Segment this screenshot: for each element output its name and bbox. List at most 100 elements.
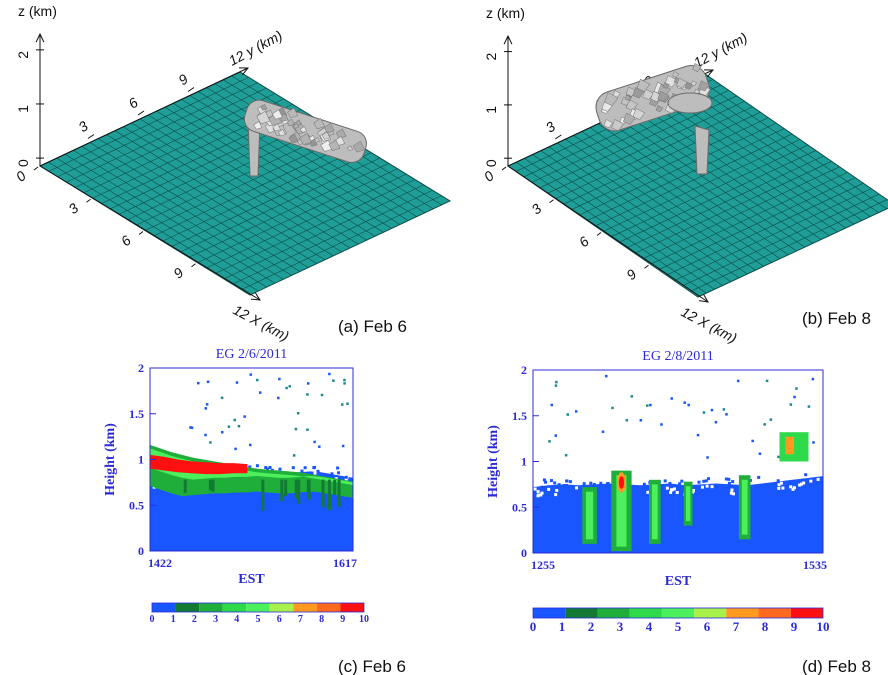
panel-c-radar-heatmap: EG 2/6/2011 0 0.5 1 1.5 2 1422 1617 EST Height (k…	[103, 347, 369, 625]
cloud-facet	[657, 90, 669, 102]
grid-line	[688, 81, 879, 213]
y-tick	[554, 134, 562, 140]
echo-speckle	[549, 479, 553, 483]
sparse-echo	[725, 413, 728, 416]
z-axis-head	[35, 32, 45, 43]
cloud-facet	[604, 92, 619, 106]
echo-speckle	[264, 466, 268, 470]
x-tick-label: 1255	[531, 558, 555, 572]
cloud-facet	[253, 121, 263, 130]
colorbar-swatch	[246, 603, 270, 612]
sparse-echo	[807, 405, 811, 408]
x-tick-label: 1535	[803, 558, 827, 572]
y-tick	[187, 87, 195, 92]
cloud-facet	[277, 128, 286, 137]
echo-speckle	[542, 478, 546, 482]
convective-column-inner	[651, 484, 658, 540]
echo-speckle	[704, 479, 708, 483]
colorbar-swatch	[533, 608, 566, 618]
caption-d: (d) Feb 8	[802, 657, 871, 675]
y-tick-label: 1	[138, 453, 144, 467]
z-axis-label: z (km)	[486, 5, 525, 21]
echo-speckle	[313, 471, 317, 475]
colorbar-tick-label: 1	[559, 619, 566, 634]
grid-line	[682, 193, 880, 287]
cloud-facet	[293, 123, 300, 129]
echo-speckle	[557, 483, 561, 487]
sparse-echo	[564, 453, 568, 457]
cloud-facet	[268, 112, 282, 126]
colorbar-swatch	[726, 608, 759, 618]
sparse-echo	[220, 396, 224, 400]
colorbar-swatch	[316, 603, 341, 612]
echo-speckle	[344, 477, 348, 481]
echo-speckle	[248, 465, 252, 469]
sparse-echo	[763, 423, 766, 426]
cloud-facet	[299, 126, 307, 133]
sparse-echo	[670, 397, 673, 400]
sparse-echo	[204, 407, 208, 410]
echo-speckle	[592, 482, 596, 486]
echo-speckle	[663, 479, 667, 483]
colorbar-tick-label: 10	[817, 619, 830, 634]
y-tick-label: 2	[138, 361, 144, 375]
echo-speckle	[547, 487, 551, 491]
cloud-facet	[272, 123, 281, 132]
colorbar-swatch	[152, 603, 176, 612]
y-tick-label: 0	[138, 544, 144, 558]
sparse-echo	[278, 377, 281, 381]
sparse-echo	[288, 385, 292, 388]
colorbar-tick-label: 1	[171, 614, 176, 625]
echo-speckle	[642, 482, 646, 486]
sparse-echo	[285, 386, 288, 390]
echo-speckle	[582, 482, 586, 486]
sparse-echo	[550, 403, 554, 407]
sparse-echo	[328, 372, 331, 376]
sparse-echo	[320, 393, 324, 397]
echo-speckle	[702, 479, 706, 483]
echo-speckle	[313, 465, 317, 469]
echo-speckle	[779, 481, 783, 485]
echo-speckle	[553, 481, 557, 485]
echo-speckle	[710, 485, 714, 489]
fall-streak	[261, 479, 265, 511]
z-axis-head	[503, 34, 513, 45]
sparse-echo	[811, 377, 815, 381]
colorbar-swatch	[597, 608, 630, 618]
echo-speckle	[544, 480, 548, 484]
fall-streak	[297, 479, 301, 504]
sparse-echo	[313, 440, 316, 444]
echo-speckle	[757, 475, 761, 479]
convective-column-inner	[616, 475, 627, 547]
echo-speckle	[303, 466, 307, 470]
sparse-echo	[220, 430, 224, 434]
x-tick-label: 3	[528, 200, 544, 217]
sparse-echo	[256, 378, 259, 382]
caption-a: (a) Feb 6	[338, 317, 407, 336]
sparse-echo	[346, 402, 349, 405]
elevated-cell-core	[785, 436, 794, 455]
cloud-facet	[632, 108, 646, 120]
fall-streak	[183, 479, 187, 493]
cloud-facet	[352, 140, 366, 153]
x-tick-label: 0	[13, 167, 29, 184]
x-axis	[39, 165, 261, 301]
x-tick-label: 6	[576, 233, 592, 250]
chart-title: EG 2/8/2011	[642, 349, 713, 364]
colorbar-tick-label: 5	[675, 619, 682, 634]
y-tick-label: 1.5	[512, 409, 527, 423]
grid-line	[241, 195, 442, 290]
sparse-echo	[574, 410, 578, 413]
echo-speckle	[540, 491, 544, 495]
sparse-echo	[751, 439, 754, 443]
echo-speckle	[804, 473, 808, 477]
y-axis-head	[238, 67, 250, 76]
sparse-echo	[237, 424, 241, 428]
sparse-echo	[306, 393, 309, 396]
colorbar-tick-label: 10	[359, 614, 369, 625]
sparse-echo	[736, 379, 740, 383]
echo-speckle	[266, 467, 270, 471]
y-axis-label: Height (km)	[486, 425, 501, 498]
colorbar-frame	[151, 602, 365, 613]
y-axis-head	[703, 69, 715, 78]
